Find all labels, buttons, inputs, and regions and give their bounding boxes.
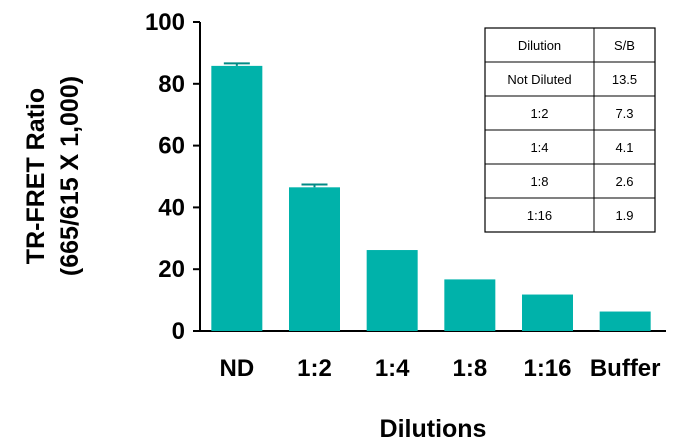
inset-table-header-cell: S/B (614, 38, 635, 53)
inset-table: Dilution S/B Not Diluted 13.5 1:2 7.3 1:4 4.1 1:… (484, 27, 656, 233)
x-tick-label: 1:4 (375, 355, 410, 382)
inset-table-cell: 1:4 (530, 140, 548, 155)
y-axis-title: TR-FRET Ratio (665/615 X 1,000) (22, 76, 84, 276)
y-axis-title-line-2: (665/615 X 1,000) (56, 76, 84, 276)
bars-group (211, 62, 651, 332)
bar (444, 279, 496, 331)
y-tick-label: 0 (172, 318, 185, 345)
inset-table-cell: 7.3 (615, 106, 633, 121)
y-tick-label: 40 (158, 194, 185, 221)
bar (522, 294, 573, 331)
x-tick-label: 1:2 (297, 355, 332, 382)
x-axis-title: Dilutions (380, 415, 487, 443)
x-tick-label: Buffer (590, 355, 661, 382)
inset-table-cell: 1:16 (527, 208, 552, 223)
y-tick-label: 100 (145, 9, 185, 36)
x-tick-label: 1:8 (452, 355, 487, 382)
y-axis-title-line-1: TR-FRET Ratio (22, 88, 50, 264)
y-axis-ticks: 0 20 40 60 80 100 (145, 9, 200, 345)
x-tick-label: 1:16 (523, 355, 571, 382)
inset-table-cell: 4.1 (615, 140, 633, 155)
inset-table-cell: 1.9 (615, 208, 633, 223)
y-tick-label: 60 (158, 133, 185, 160)
bar (599, 311, 651, 331)
bar (366, 250, 418, 331)
x-axis-ticks: ND 1:2 1:4 1:8 1:16 Buffer (219, 355, 660, 382)
bar (289, 187, 340, 331)
inset-table-cell: 1:8 (530, 174, 548, 189)
inset-table-header-cell: Dilution (518, 38, 561, 53)
inset-table-cell: Not Diluted (507, 72, 571, 87)
inset-table-cell: 2.6 (615, 174, 633, 189)
x-tick-label: ND (219, 355, 254, 382)
bar (211, 65, 263, 332)
y-tick-label: 80 (158, 71, 185, 98)
y-tick-label: 20 (158, 256, 185, 283)
inset-table-cell: 13.5 (612, 72, 637, 87)
inset-table-cell: 1:2 (530, 106, 548, 121)
